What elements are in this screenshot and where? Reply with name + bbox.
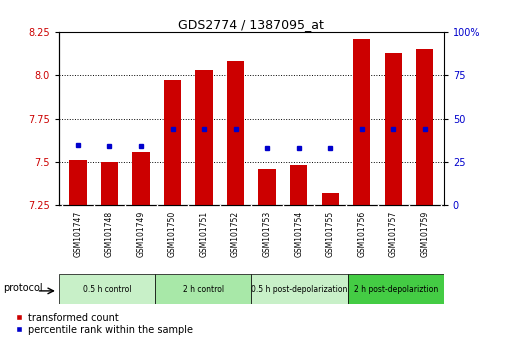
- Text: protocol: protocol: [3, 283, 43, 293]
- Bar: [69, 160, 87, 205]
- Text: GSM101759: GSM101759: [420, 211, 429, 257]
- Bar: [227, 61, 244, 205]
- Title: GDS2774 / 1387095_at: GDS2774 / 1387095_at: [179, 18, 324, 31]
- Text: GSM101752: GSM101752: [231, 211, 240, 257]
- Text: GSM101749: GSM101749: [136, 211, 146, 257]
- Bar: [290, 165, 307, 205]
- Text: GSM101757: GSM101757: [389, 211, 398, 257]
- Bar: [155, 274, 251, 304]
- Bar: [251, 274, 348, 304]
- Text: GSM101751: GSM101751: [200, 211, 209, 257]
- Bar: [416, 49, 433, 205]
- Text: 0.5 h post-depolarization: 0.5 h post-depolarization: [251, 285, 348, 294]
- Bar: [322, 193, 339, 205]
- Bar: [348, 274, 444, 304]
- Legend: transformed count, percentile rank within the sample: transformed count, percentile rank withi…: [15, 313, 193, 335]
- Text: GSM101750: GSM101750: [168, 211, 177, 257]
- Text: GSM101753: GSM101753: [263, 211, 272, 257]
- Bar: [353, 39, 370, 205]
- Text: 2 h control: 2 h control: [183, 285, 224, 294]
- Text: 2 h post-depolariztion: 2 h post-depolariztion: [353, 285, 438, 294]
- Bar: [132, 152, 150, 205]
- Bar: [101, 162, 118, 205]
- Text: GSM101748: GSM101748: [105, 211, 114, 257]
- Bar: [259, 169, 276, 205]
- Text: GSM101755: GSM101755: [326, 211, 334, 257]
- Text: GSM101754: GSM101754: [294, 211, 303, 257]
- Text: GSM101756: GSM101756: [357, 211, 366, 257]
- Text: GSM101747: GSM101747: [73, 211, 83, 257]
- Bar: [59, 274, 155, 304]
- Bar: [195, 70, 213, 205]
- Bar: [385, 53, 402, 205]
- Bar: [164, 80, 181, 205]
- Text: 0.5 h control: 0.5 h control: [83, 285, 131, 294]
